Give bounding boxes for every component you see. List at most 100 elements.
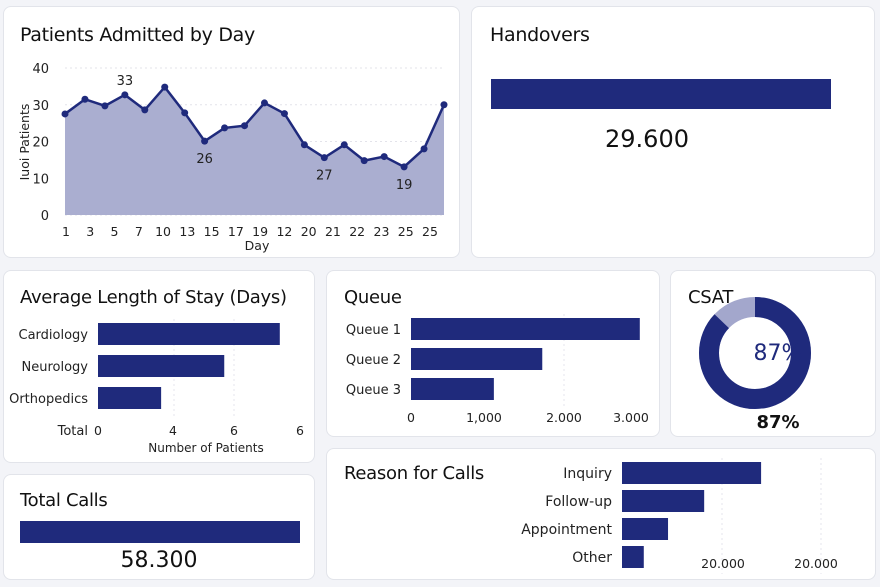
- data-point: [161, 83, 169, 91]
- data-point: [320, 154, 328, 162]
- data-point: [61, 110, 69, 118]
- length-of-stay-card: Average Length of Stay (Days) Cardiology…: [3, 270, 315, 463]
- area-fill: [65, 87, 444, 215]
- data-point: [420, 145, 428, 153]
- bar: [98, 387, 162, 409]
- x-tick-label: 3.000: [613, 410, 649, 425]
- data-point: [280, 110, 288, 118]
- x-axis-label: Day: [245, 238, 270, 253]
- queue-card: Queue Queue 1 Queue 2 Queue 3 0 1,000 2.000 3.…: [326, 270, 660, 437]
- data-point: [360, 157, 368, 165]
- bar: [622, 462, 762, 484]
- length-of-stay-chart: Cardiology Neurology Orthopedics 0 4 6 6 Total N…: [9, 319, 304, 455]
- card-title: Handovers: [490, 24, 590, 46]
- card-title: Reason for Calls: [344, 463, 484, 484]
- y-tick-label: 30: [32, 99, 49, 114]
- bar: [411, 378, 494, 400]
- x-tick-label: 15: [204, 224, 220, 239]
- x-tick-label: 25: [422, 224, 438, 239]
- x-tick-label: 20.000: [794, 556, 838, 571]
- x-tick-label: 5: [111, 224, 119, 239]
- data-point: [300, 141, 308, 149]
- data-point: [380, 153, 388, 161]
- data-point: [340, 141, 348, 149]
- data-label: 19: [396, 178, 413, 193]
- handovers-value: 29.600: [605, 125, 689, 153]
- category-label: Queue 1: [346, 323, 401, 338]
- x-tick-label: 6: [230, 423, 238, 438]
- x-axis-label: Number of Patients: [148, 441, 263, 455]
- data-label: 33: [117, 74, 134, 89]
- data-point: [400, 163, 408, 171]
- category-label: Queue 3: [346, 383, 401, 398]
- card-title: Patients Admitted by Day: [20, 24, 255, 46]
- y-axis-label: Iuoi Patients: [17, 104, 32, 181]
- csat-value: 87%: [756, 412, 800, 433]
- card-title: Total Calls: [20, 490, 108, 511]
- patients-admitted-card: Patients Admitted by Day 0 10 20 30 40 33 26 27…: [3, 6, 460, 258]
- data-point: [260, 99, 268, 107]
- total-calls-progress-bar: [20, 521, 300, 543]
- handovers-progress-bar: [491, 79, 831, 109]
- data-point: [221, 124, 229, 132]
- x-tick-label: 3: [86, 224, 94, 239]
- x-tick-label: 1,000: [466, 410, 502, 425]
- queue-chart: Queue 1 Queue 2 Queue 3 0 1,000 2.000 3.000: [346, 314, 649, 425]
- data-point: [101, 102, 109, 110]
- x-tick-label: 20.000: [701, 556, 745, 571]
- category-label: Neurology: [22, 360, 89, 375]
- x-tick-label: 23: [374, 224, 390, 239]
- data-label: 26: [196, 152, 213, 167]
- handovers-card: Handovers 29.600: [471, 6, 875, 258]
- bar: [622, 518, 669, 540]
- y-tick-label: 10: [32, 172, 49, 187]
- category-label: Inquiry: [563, 466, 612, 482]
- x-tick-label: 6: [296, 423, 304, 438]
- csat-center-label: 87%: [753, 341, 803, 366]
- bar: [98, 323, 280, 345]
- bar: [98, 355, 225, 377]
- x-tick-label: 0: [94, 423, 102, 438]
- x-tick-label: 22: [349, 224, 365, 239]
- bar: [622, 490, 705, 512]
- data-point: [440, 101, 448, 109]
- data-point: [81, 95, 89, 103]
- data-point: [241, 122, 249, 130]
- x-tick-label: 13: [179, 224, 195, 239]
- data-point: [141, 106, 149, 114]
- x-tick-label: 1: [62, 224, 70, 239]
- x-tick-label: 4: [169, 423, 177, 438]
- csat-donut: [699, 297, 811, 409]
- bar: [622, 546, 644, 568]
- x-tick-label: 25: [398, 224, 414, 239]
- x-tick-label: 2.000: [546, 410, 582, 425]
- reason-chart: Inquiry Follow-up Appointment Other 20.000 20…: [521, 458, 838, 574]
- x-tick-label: 10: [155, 224, 171, 239]
- category-label: Orthopedics: [9, 392, 88, 407]
- bar: [411, 348, 543, 370]
- category-label: Follow-up: [545, 494, 612, 510]
- extra-category-label: Total: [57, 424, 88, 439]
- x-tick-label: 7: [135, 224, 143, 239]
- csat-card: CSAT 87% 87%: [670, 270, 876, 437]
- x-tick-label: 12: [276, 224, 292, 239]
- category-label: Appointment: [521, 522, 612, 538]
- donut-value-arc: [699, 297, 811, 409]
- x-tick-label: 17: [228, 224, 244, 239]
- total-calls-value: 58.300: [120, 548, 198, 573]
- category-label: Cardiology: [19, 328, 89, 343]
- card-title: Average Length of Stay (Days): [20, 287, 287, 308]
- x-tick-label: 20: [301, 224, 317, 239]
- y-tick-label: 0: [41, 209, 49, 224]
- x-tick-label: 21: [325, 224, 341, 239]
- total-calls-card: Total Calls 58.300: [3, 474, 315, 580]
- bar: [411, 318, 640, 340]
- card-title: CSAT: [688, 287, 734, 308]
- y-tick-label: 40: [32, 62, 49, 77]
- data-point: [121, 91, 129, 99]
- category-label: Queue 2: [346, 353, 401, 368]
- y-tick-label: 20: [32, 136, 49, 151]
- card-title: Queue: [344, 287, 402, 308]
- x-tick-label: 19: [252, 224, 268, 239]
